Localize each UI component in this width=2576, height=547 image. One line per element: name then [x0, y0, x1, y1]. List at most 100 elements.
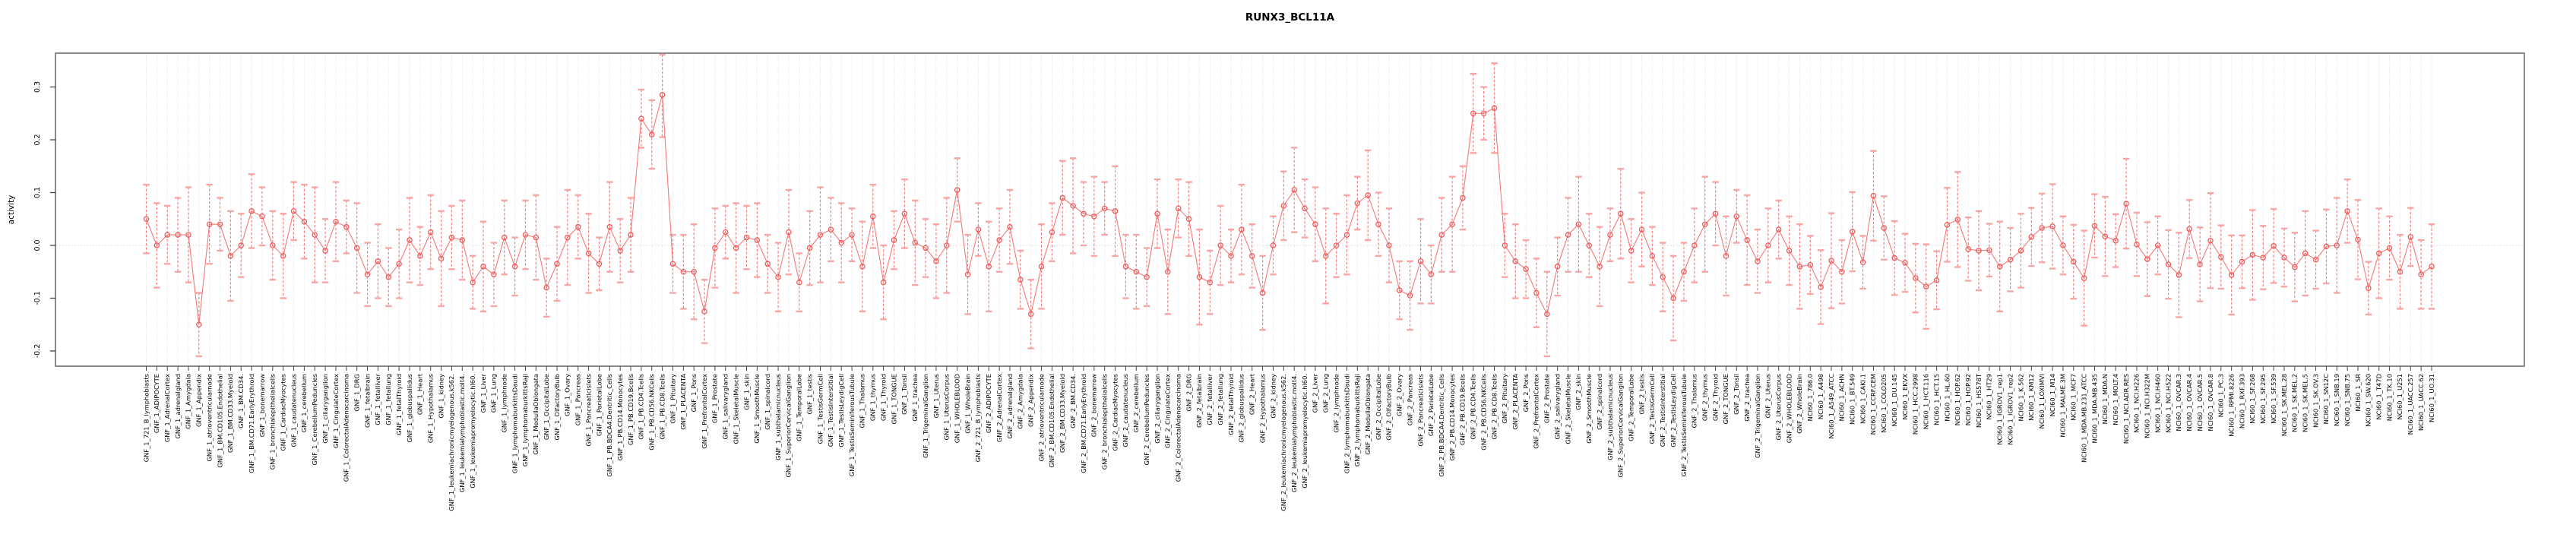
x-tick-label: GNF_2_caudatenucleus — [1122, 374, 1129, 447]
x-tick-label: GNF_2_fetalliver — [1206, 373, 1214, 425]
x-tick-label: GNF_1_WholeBrain — [964, 374, 971, 434]
data-point — [2007, 257, 2014, 263]
x-tick-label: NCI60_1_786.0 — [1806, 374, 1814, 421]
data-point — [1133, 268, 1140, 275]
data-point — [322, 248, 328, 254]
x-tick-label: NCI60_1_SNB.19 — [2333, 374, 2340, 426]
data-point — [2091, 223, 2098, 229]
x-tick-label: GNF_2_PB.BDCA4.Dentritic_Cells — [1438, 374, 1445, 477]
data-point — [764, 261, 771, 267]
data-point — [1670, 295, 1676, 302]
data-point — [2144, 256, 2150, 262]
x-tick-label: GNF_1_fetallung — [385, 374, 392, 425]
data-point — [1007, 223, 1013, 230]
data-point — [944, 242, 950, 248]
x-tick-label: GNF_2_SuperiorCervicalGanglion — [1617, 374, 1625, 478]
data-point — [1786, 248, 1793, 254]
x-tick-label: GNF_1_TemporalLobe — [796, 374, 803, 441]
data-point — [417, 253, 423, 259]
data-point — [491, 271, 497, 277]
data-point — [964, 271, 971, 277]
x-tick-label: GNF_2_ciliaryganglion — [1154, 374, 1161, 444]
data-point — [175, 232, 181, 238]
x-tick-label: GNF_1_Thalamus — [859, 374, 866, 428]
data-point — [1280, 203, 1287, 209]
x-tick-label: NCI60_1_RPMI.8226 — [2227, 374, 2235, 437]
x-tick-label: GNF_1_fetalThyroid — [395, 374, 403, 435]
x-tick-label: NCI60_1_SN12C — [2322, 374, 2330, 425]
data-point — [2418, 271, 2424, 277]
x-tick-label: GNF_1_Tonsil — [900, 374, 908, 415]
x-tick-label: GNF_1_PB.BDCA4.Dentritic_Cells — [606, 374, 613, 477]
x-tick-label: GNF_2_adrenalgland — [1006, 374, 1014, 439]
axes: RUNX3_BCL11A -0.2 -0.1 0.0 0.1 0.2 0.3 activity… — [7, 11, 2525, 511]
x-tick-label: NCI60_1_IGROV1_rep1 — [1996, 374, 2004, 445]
data-point — [680, 268, 687, 275]
x-tick-label: GNF_2_PB.CD14.Monocytes — [1448, 374, 1456, 460]
x-tick-label: GNF_1_SuperiorCervicalGanglion — [785, 374, 793, 478]
y-tick-label: 0.2 — [33, 134, 42, 145]
x-tick-label: GNF_1_Uterus — [932, 374, 940, 418]
x-tick-label: GNF_1_thymus — [869, 374, 877, 421]
y-tick-label: 0.1 — [33, 187, 42, 198]
data-point — [1417, 258, 1424, 264]
data-point — [2271, 242, 2277, 249]
data-point — [2323, 243, 2330, 250]
data-point — [701, 308, 707, 315]
x-tick-label: GNF_1_TONGUE — [890, 374, 897, 425]
data-point — [280, 253, 286, 259]
x-tick-label: GNF_2_leukemiachronicmyelogenous.k562. — [1280, 374, 1287, 511]
x-tick-label: GNF_1_CerebellumPeduncles — [311, 374, 318, 465]
x-tick-label: NCI60_1_MCF7 — [2070, 374, 2078, 421]
x-tick-label: GNF_2_CingulateCortex — [1164, 374, 1172, 448]
x-tick-label: GNF_1_CardiacMyocytes — [279, 374, 286, 451]
data-point — [880, 279, 887, 286]
x-tick-label: GNF_2_Tonsil — [1733, 374, 1740, 415]
data-point — [1807, 261, 1814, 268]
x-tick-label: NCI60_1_NCI.H522 — [2164, 374, 2172, 433]
x-tick-label: GNF_2_ColorectalAdenocarcinoma — [1175, 374, 1182, 482]
data-point — [1628, 248, 1635, 254]
x-tick-label: NCI60_1_HS578T — [1975, 373, 1983, 428]
data-point — [1691, 242, 1698, 248]
x-tick-label: GNF_2_PB.CD56.NKCells — [1479, 374, 1487, 451]
data-point — [2386, 245, 2393, 251]
x-tick-label: GNF_2_Pancreaticislets — [1416, 374, 1424, 447]
data-point — [2281, 255, 2287, 261]
data-point — [1228, 253, 1234, 259]
x-tick-label: GNF_2_Amygdala — [1017, 374, 1024, 429]
data-point — [1217, 242, 1223, 248]
data-point — [1449, 221, 1455, 227]
data-point — [2081, 275, 2087, 281]
data-point — [1638, 226, 1645, 232]
data-point — [1881, 225, 1888, 231]
data-point — [1122, 264, 1129, 270]
x-tick-label: GNF_1_MedullaOblongata — [532, 374, 540, 455]
series-points — [143, 92, 2435, 327]
x-tick-label: GNF_2_atrioventricularnode — [1037, 374, 1045, 462]
data-point — [1744, 237, 1750, 243]
data-point — [1986, 247, 1992, 254]
data-point — [1575, 221, 1582, 227]
x-tick-label: GNF_2_TestisSeminiferousTubule — [1680, 374, 1688, 476]
data-point — [617, 248, 623, 254]
data-point — [1902, 260, 1908, 266]
x-tick-label: NCI60_1_PC.3 — [2217, 374, 2225, 417]
x-tick-label: GNF_1_OccipitalLobe — [543, 374, 550, 440]
data-point — [438, 255, 445, 262]
x-tick-label: NCI60_1_COLO205 — [1880, 374, 1888, 433]
x-tick-label: GNF_1_PB.CD19.Bcells — [627, 374, 635, 445]
x-tick-label: GNF_1_Lung — [490, 374, 498, 413]
x-tick-label: NCI60_1_CAKI.1 — [1859, 374, 1866, 424]
data-point — [2123, 201, 2129, 207]
x-tick-label: GNF_2_lymphomaburkittsRaji — [1353, 374, 1361, 466]
data-point — [2154, 242, 2161, 248]
x-tick-label: GNF_1_trachea — [911, 374, 919, 422]
x-tick-label: GNF_2_bonemarrow — [1090, 374, 1098, 437]
x-tick-label: GNF_1_lymphomaburkittsRaji — [521, 374, 529, 466]
data-point — [1112, 208, 1119, 214]
data-point — [638, 115, 644, 122]
data-point — [185, 232, 191, 238]
x-tick-label: GNF_2_TestisLeydigCell — [1669, 374, 1677, 447]
x-tick-label: GNF_2_leukemiapromyelocytic.hl60. — [1301, 374, 1309, 489]
